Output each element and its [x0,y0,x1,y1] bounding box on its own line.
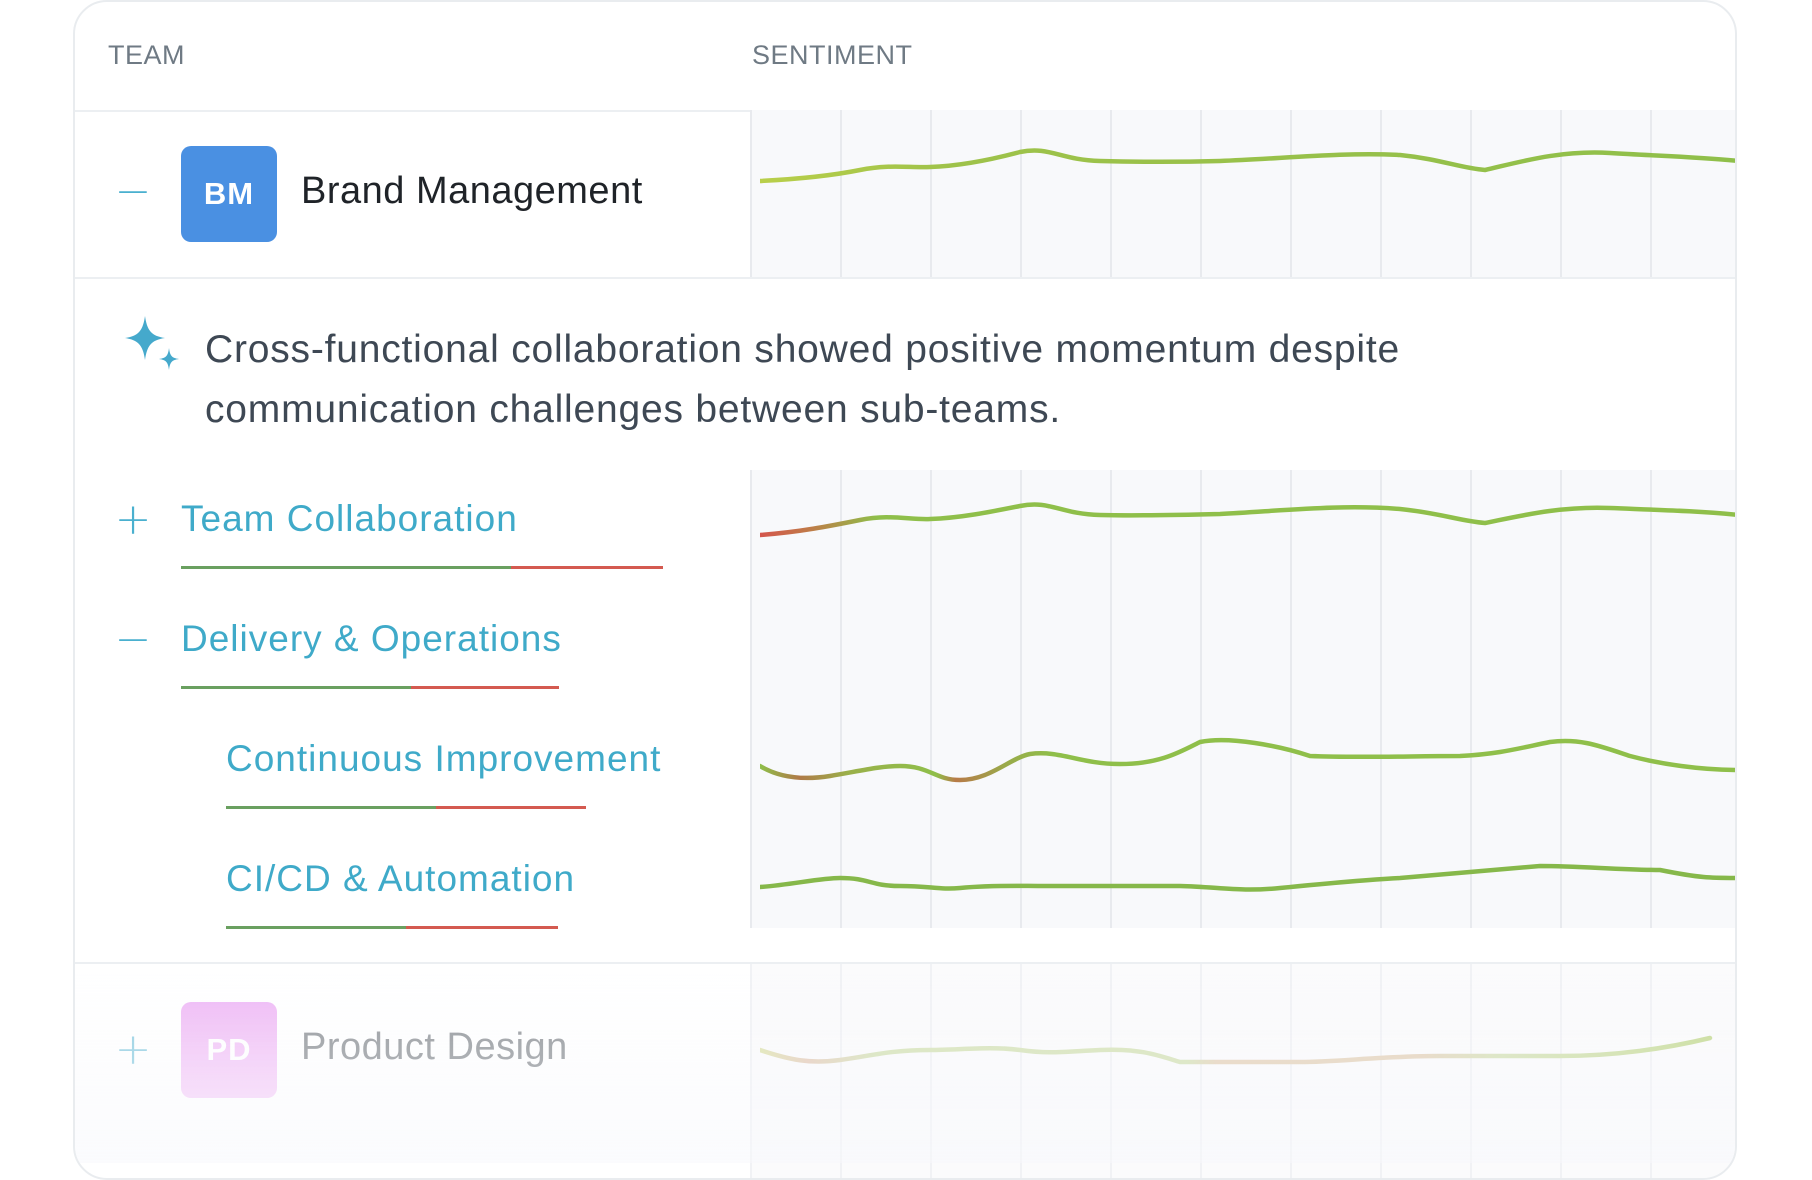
positive-sentiment-bar [226,926,406,929]
negative-sentiment-bar [406,926,558,929]
sparkle-icon [125,316,179,370]
avatar: BM [181,146,277,242]
sentiment-grid [750,470,1735,928]
plus-icon[interactable]: + [114,1024,152,1075]
sentiment-grid [750,110,1735,278]
sentiment-sparkline [760,863,1735,892]
positive-sentiment-bar [226,806,436,809]
column-header-team: TEAM [108,40,186,70]
sentiment-sparkline [760,737,1735,783]
minus-icon[interactable]: − [114,166,152,217]
avatar: PD [181,1002,277,1098]
team-name[interactable]: Brand Management [301,170,643,212]
column-header-sentiment: SENTIMENT [752,40,913,70]
negative-sentiment-bar [436,806,586,809]
positive-sentiment-bar [181,566,511,569]
team-sentiment-table: TEAM SENTIMENT − BM Brand Management Cro… [73,0,1737,1180]
row-divider [75,277,1735,279]
sentiment-sparkline [760,148,1735,184]
minus-icon[interactable]: − [114,614,152,665]
plus-icon[interactable]: + [114,494,152,545]
sub-team-label[interactable]: CI/CD & Automation [226,858,576,899]
sentiment-sparkline [760,1035,1713,1065]
table-header: TEAM SENTIMENT [75,2,1735,112]
sentiment-sparkline [760,502,1735,538]
negative-sentiment-bar [511,566,663,569]
team-name[interactable]: Product Design [301,1026,568,1068]
sub-team-label[interactable]: Team Collaboration [181,498,518,539]
summary-text: Cross-functional collaboration showed po… [205,328,1400,431]
positive-sentiment-bar [181,686,411,689]
negative-sentiment-bar [411,686,559,689]
sub-team-label[interactable]: Continuous Improvement [226,738,662,779]
sub-team-label[interactable]: Delivery & Operations [181,618,562,659]
